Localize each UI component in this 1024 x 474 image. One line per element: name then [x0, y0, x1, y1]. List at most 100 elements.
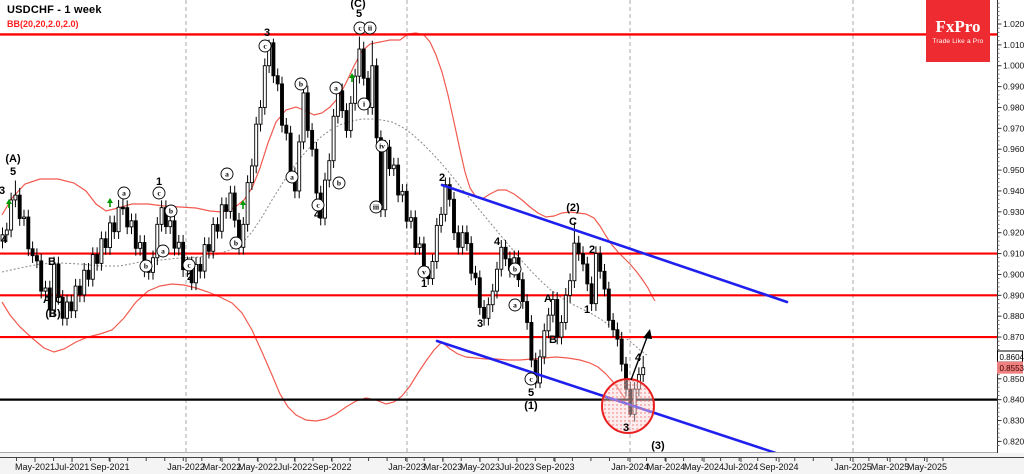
bull-candle — [542, 330, 547, 358]
wave-circle — [375, 139, 389, 153]
bull-candle — [219, 204, 224, 232]
price-label: 0.99000 — [1003, 82, 1024, 92]
bull-candle — [430, 261, 435, 280]
wave-circle — [329, 81, 343, 95]
circled-wave-label: a — [122, 189, 126, 198]
date-label: May-2023 — [460, 462, 500, 472]
wave-circle — [508, 298, 522, 312]
bear-candle — [529, 321, 534, 361]
wave-label: A — [544, 293, 552, 305]
bull-candle — [108, 222, 112, 248]
bull-candle — [129, 220, 134, 228]
bull-candle — [4, 229, 9, 236]
wave-label: 3 — [477, 318, 483, 330]
upper-channel-trendline[interactable] — [440, 183, 789, 304]
trade-markers — [6, 73, 355, 209]
bear-candle — [404, 190, 409, 222]
fxpro-logo-tagline: Trade Like a Pro — [932, 37, 984, 45]
bull-candle — [9, 199, 14, 231]
circled-wave-label: b — [144, 262, 148, 271]
bull-candle — [499, 246, 504, 270]
bear-candle — [469, 243, 474, 274]
wave-label: 5 — [10, 166, 16, 178]
bull-candle — [202, 244, 207, 272]
circled-wave-label: b — [513, 265, 517, 274]
highlight-circle[interactable] — [601, 378, 655, 434]
price-label: 0.97000 — [1003, 123, 1024, 133]
time-axis[interactable]: May-2021 Jul-2021 Sep-2021 Jan-2022Mar-2022… — [0, 452, 1024, 474]
bull-candle — [400, 190, 405, 196]
wave-label: 2 — [589, 244, 595, 256]
bear-candle — [56, 263, 61, 298]
date-label: Mar-2024 — [647, 462, 686, 472]
date-label: Sep-2021 — [90, 462, 129, 472]
fxpro-logo-text: FxPro — [935, 16, 981, 36]
circled-wave-label: c — [157, 189, 161, 198]
date-label: Jan-2023 — [388, 462, 426, 472]
circled-wave-label: c — [187, 261, 191, 270]
circled-wave-label: a — [290, 173, 294, 182]
price-axis-strip[interactable] — [997, 0, 1024, 453]
bull-candle — [327, 160, 332, 181]
bear-candle — [280, 83, 284, 126]
bull-candle — [138, 242, 143, 249]
bear-candle — [619, 338, 624, 365]
bull-candle — [563, 294, 568, 323]
wave-label: (B) — [45, 308, 61, 320]
time-axis-strip[interactable] — [0, 453, 1024, 474]
bull-candle — [486, 304, 491, 319]
bull-candle — [495, 268, 499, 292]
bull-candle — [13, 194, 18, 201]
wave-label: 1 — [156, 176, 162, 188]
wave-circle — [357, 97, 371, 111]
bull-candle — [391, 164, 396, 170]
bear-candle — [206, 244, 211, 252]
buy-arrow-icon — [107, 198, 113, 203]
bear-candle — [305, 92, 310, 131]
circled-wave-label: c — [529, 375, 533, 384]
bear-candle — [447, 184, 452, 200]
price-label: 0.87000 — [1003, 332, 1024, 342]
bear-candle — [30, 248, 35, 257]
wave-label: B — [549, 334, 557, 346]
wave-circle — [152, 186, 166, 200]
wave-label: 4 — [635, 352, 642, 364]
bull-candle — [538, 356, 542, 384]
bear-candle — [477, 277, 482, 308]
price-axis[interactable]: 1.02000 1.01000 1.00000 0.99000 0.98000 0.970… — [997, 0, 1024, 453]
wave-label: A — [43, 294, 51, 306]
bear-candle — [585, 263, 590, 285]
bull-candle — [0, 234, 5, 242]
circled-wave-label: ii — [368, 24, 372, 33]
wave-label: (C) — [350, 0, 366, 10]
wave-circle — [156, 244, 170, 258]
price-label: 1.00000 — [1003, 61, 1024, 71]
price-label: 0.94000 — [1003, 186, 1024, 196]
bull-candle — [262, 65, 267, 108]
circled-wave-label: v — [422, 268, 426, 277]
bear-candle — [611, 319, 616, 331]
bull-candle — [90, 254, 95, 280]
date-label: Mar-2025 — [871, 462, 910, 472]
bear-candle — [103, 238, 108, 248]
bull-candle — [176, 241, 181, 249]
bear-candle — [271, 42, 276, 77]
bull-candle — [155, 223, 160, 259]
bear-candle — [396, 164, 401, 196]
wave-label: C — [55, 294, 63, 306]
bear-candle — [581, 253, 585, 265]
bull-candle — [52, 263, 57, 311]
bull-candle — [331, 115, 336, 162]
bear-candle — [172, 220, 177, 249]
bear-candle — [125, 207, 130, 228]
bull-candle — [241, 223, 246, 248]
price-label: 0.96000 — [1003, 144, 1024, 154]
date-label: Sep-2024 — [759, 462, 798, 472]
bear-candle — [615, 329, 620, 340]
bull-candle — [249, 165, 254, 184]
wave-label: (3) — [651, 440, 665, 452]
bull-candle — [301, 92, 306, 143]
bull-candle — [168, 220, 173, 228]
